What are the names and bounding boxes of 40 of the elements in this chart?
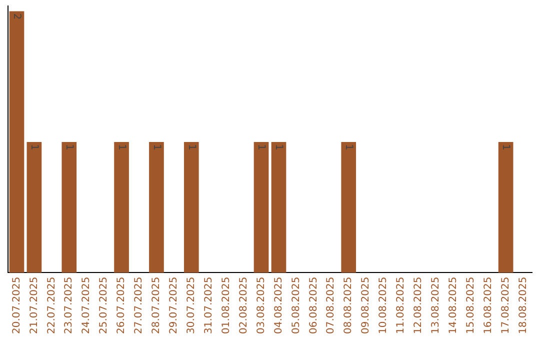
data-label: 1 bbox=[28, 144, 40, 150]
x-tick-label: 15.08.2025 bbox=[465, 276, 476, 334]
x-tick-label: 24.07.2025 bbox=[81, 276, 92, 334]
x-tick-label: 09.08.2025 bbox=[360, 276, 372, 334]
x-tick-label: 25.07.2025 bbox=[98, 276, 110, 334]
data-label: 1 bbox=[150, 144, 162, 150]
x-tick-label: 23.07.2025 bbox=[64, 276, 75, 334]
x-tick-label: 27.07.2025 bbox=[134, 276, 145, 334]
x-tick-label: 21.07.2025 bbox=[28, 276, 40, 334]
x-tick-label: 11.08.2025 bbox=[396, 276, 407, 334]
data-label: 1 bbox=[116, 144, 127, 150]
data-label: 2 bbox=[11, 13, 22, 20]
data-label: 1 bbox=[273, 144, 284, 150]
x-tick-label: 22.07.2025 bbox=[46, 276, 58, 334]
x-tick-label: 29.07.2025 bbox=[168, 276, 180, 334]
x-tick-label: 10.08.2025 bbox=[378, 276, 390, 334]
data-label: 1 bbox=[256, 144, 267, 150]
data-label: 1 bbox=[186, 144, 197, 150]
x-tick-label: 04.08.2025 bbox=[273, 276, 284, 334]
x-tick-label: 16.08.2025 bbox=[482, 276, 494, 334]
data-label: 1 bbox=[500, 144, 512, 150]
x-tick-label: 02.08.2025 bbox=[238, 276, 250, 334]
x-tick-label: 18.08.2025 bbox=[518, 276, 529, 334]
data-label: 1 bbox=[343, 144, 354, 150]
x-tick-label: 28.07.2025 bbox=[151, 276, 162, 334]
x-tick-label: 08.08.2025 bbox=[343, 276, 354, 334]
x-tick-label: 05.08.2025 bbox=[290, 276, 302, 334]
data-label: 1 bbox=[64, 144, 75, 150]
x-tick-label: 01.08.2025 bbox=[220, 276, 232, 334]
x-tick-label: 17.08.2025 bbox=[500, 276, 512, 334]
x-tick-label: 31.07.2025 bbox=[203, 276, 214, 334]
x-tick-label: 12.08.2025 bbox=[413, 276, 424, 334]
x-tick-label: 03.08.2025 bbox=[256, 276, 267, 334]
x-tick-label: 30.07.2025 bbox=[186, 276, 197, 334]
x-tick-label: 07.08.2025 bbox=[326, 276, 337, 334]
x-tick-label: 13.08.2025 bbox=[430, 276, 442, 334]
x-tick-label: 14.08.2025 bbox=[448, 276, 459, 334]
x-tick-label: 06.08.2025 bbox=[308, 276, 320, 334]
x-tick-label: 20.07.2025 bbox=[11, 276, 22, 334]
x-tick-label: 26.07.2025 bbox=[116, 276, 128, 334]
